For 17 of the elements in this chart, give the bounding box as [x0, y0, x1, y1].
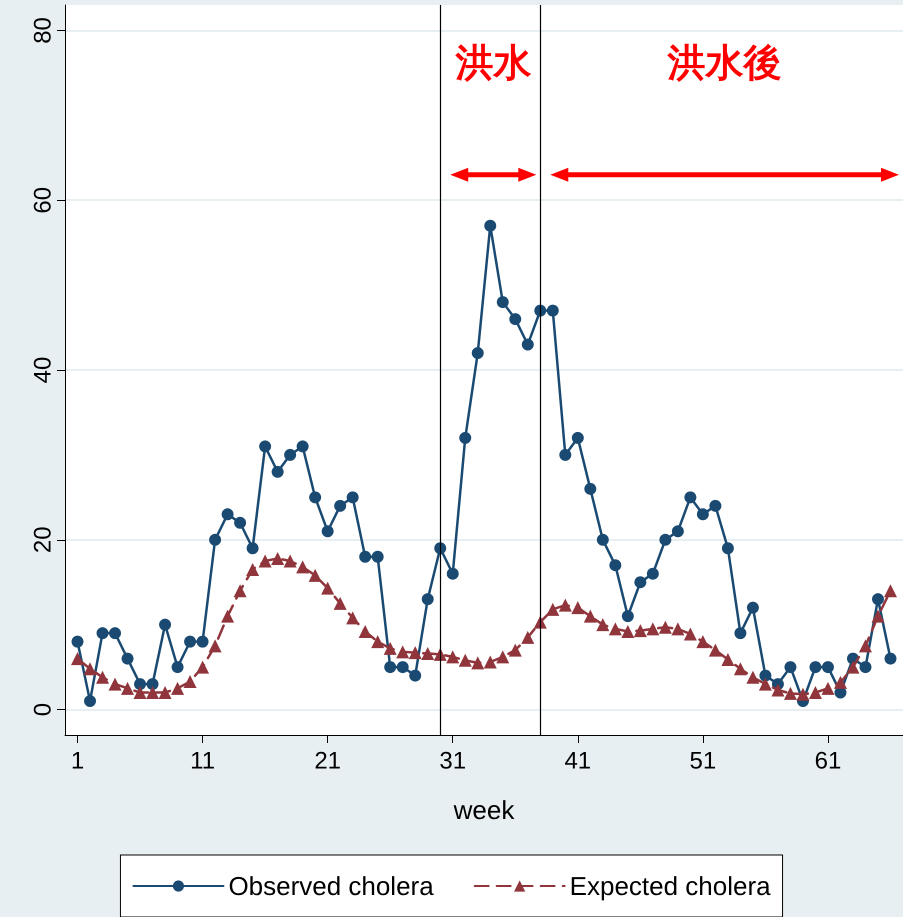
x-tick-label: 11 [190, 748, 216, 774]
x-tick-label: 61 [814, 748, 842, 774]
x-tick-label: 51 [690, 748, 716, 774]
annotation: 洪水 [454, 40, 532, 84]
y-tick-label: 80 [30, 17, 56, 44]
x-tick-label: 1 [70, 748, 84, 774]
annotation: 洪水後 [666, 40, 782, 84]
y-tick-label: 60 [30, 186, 56, 214]
x-axis-title: week [452, 795, 516, 825]
x-tick-label: 31 [439, 748, 466, 774]
y-tick-label: 0 [30, 702, 56, 716]
x-tick-label: 41 [564, 748, 592, 774]
x-tick-label: 21 [314, 748, 342, 774]
legend-label: Expected cholera [570, 871, 772, 901]
y-tick-label: 40 [30, 356, 56, 384]
legend-label: Observed cholera [228, 871, 434, 901]
y-tick-label: 20 [30, 526, 56, 554]
